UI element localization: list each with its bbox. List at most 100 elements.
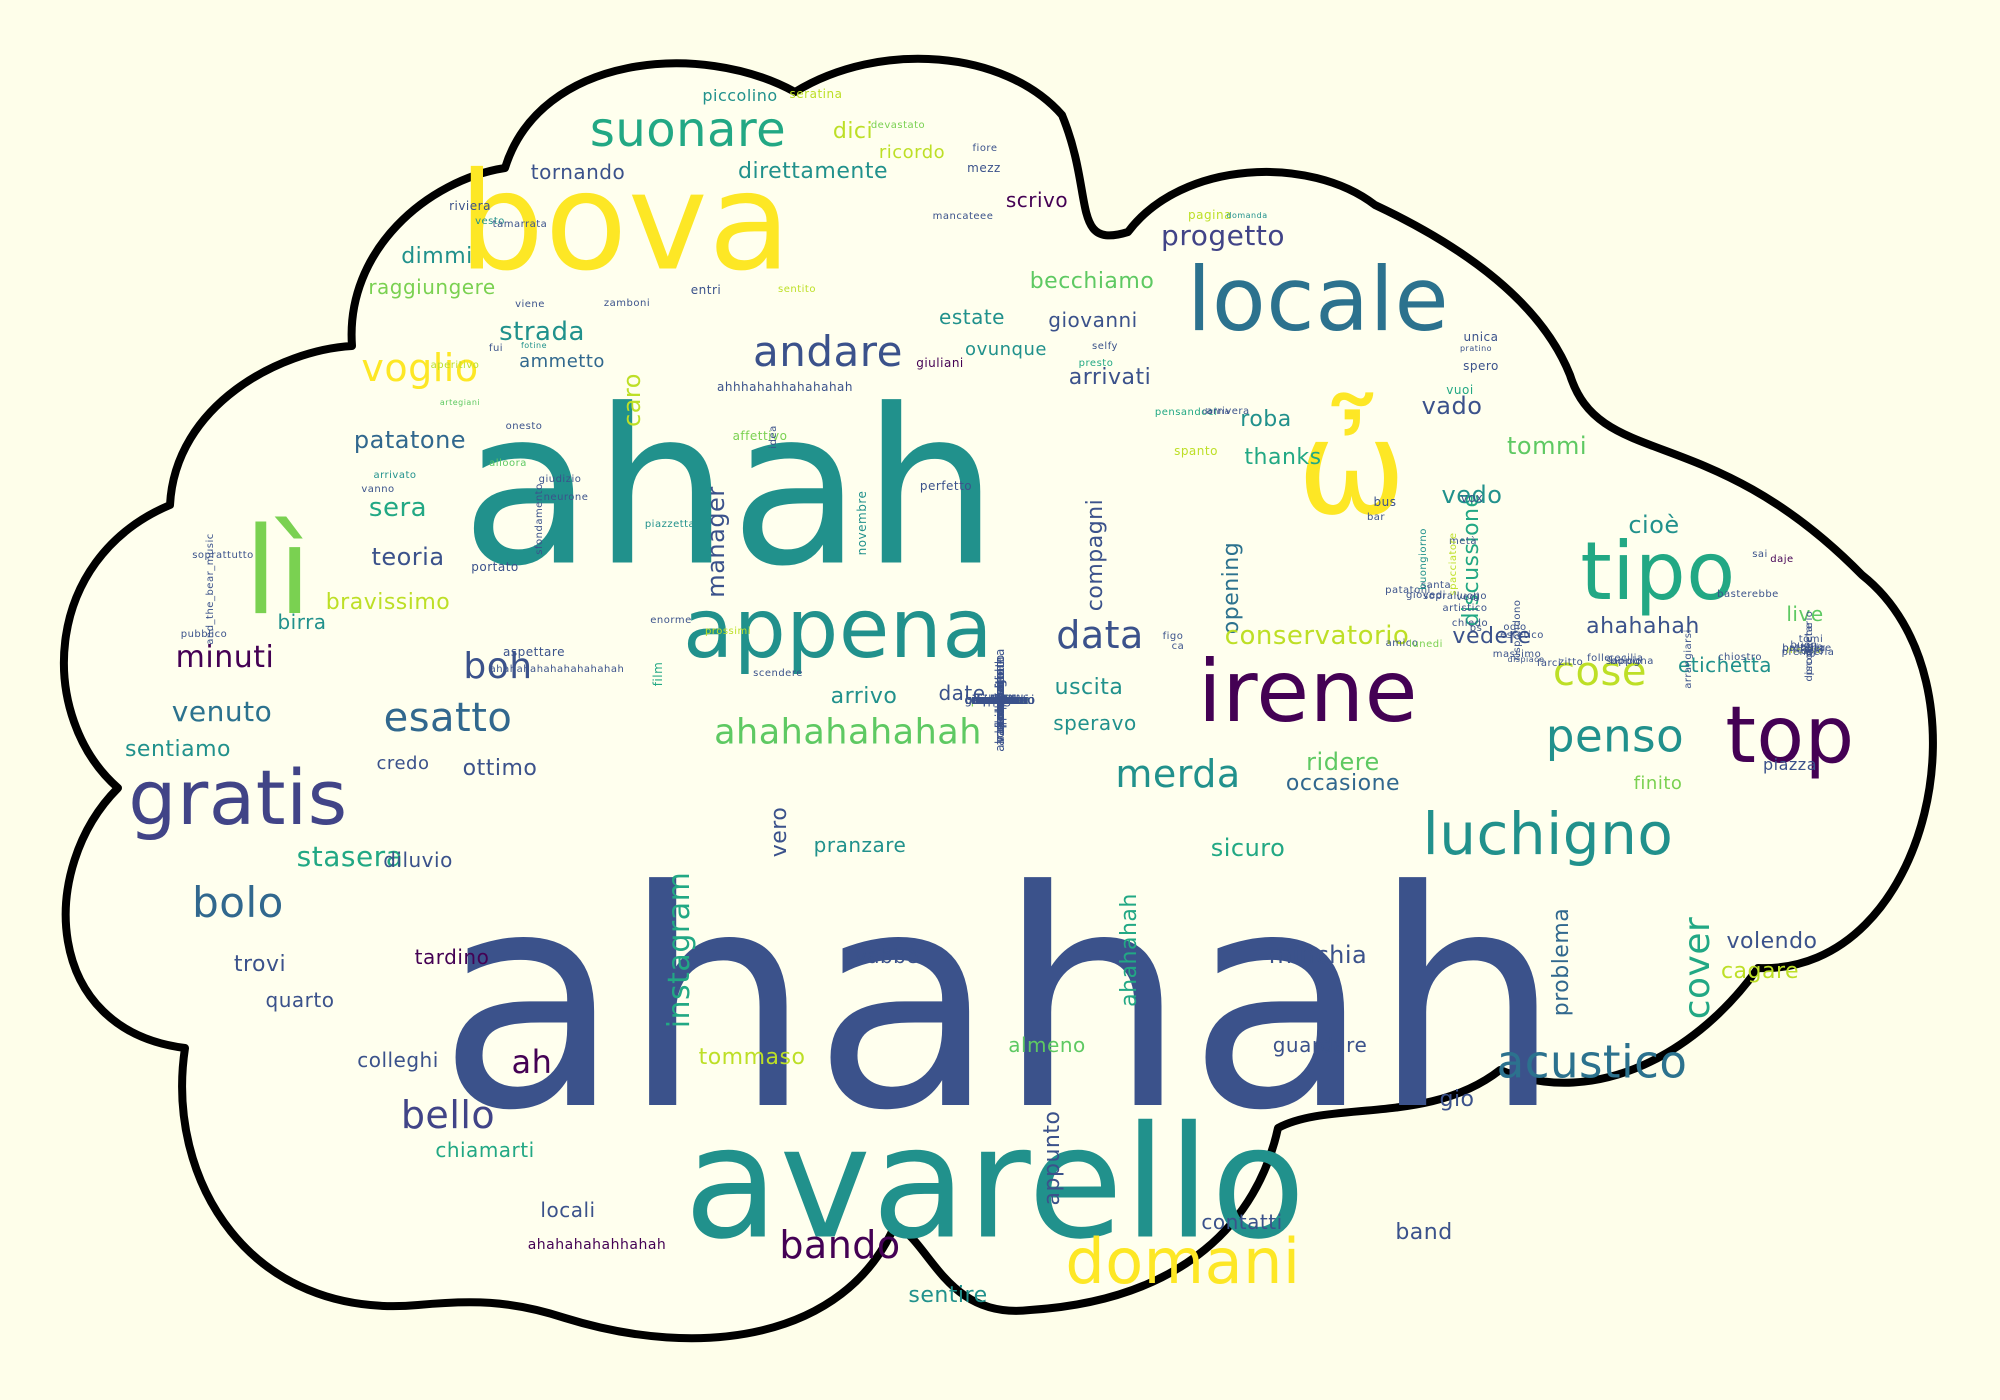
word-sappio: sappio	[1606, 656, 1642, 667]
word-venuto: venuto	[171, 695, 273, 728]
word-ahhhahahhahahahah: ahhhahahhahahahah	[716, 380, 854, 394]
word-patatone: patatone	[353, 426, 467, 454]
word-tamarrata: tamarrata	[492, 219, 548, 230]
word-prossimi: prossimi	[704, 626, 752, 637]
word-ecccoviii: ecccoviii	[971, 693, 1029, 707]
word-avarello: avarello	[683, 1092, 1307, 1274]
word-parto: parto	[982, 693, 1018, 707]
word-cecilia: cecilia	[1608, 653, 1644, 664]
word-andare: andare	[753, 327, 903, 376]
word-selfy: selfy	[1092, 341, 1118, 352]
word-pratino: pratino	[1459, 344, 1493, 353]
word-ahahahah-2: ahahahah	[1117, 893, 1142, 1007]
word-stasera: stasera	[296, 840, 404, 873]
word-date: date	[938, 681, 986, 705]
word-appunto: appunto	[1040, 1110, 1065, 1206]
word-chiamarti: chiamarti	[435, 1138, 535, 1162]
word-farci: farci	[1536, 658, 1562, 669]
word-volendo: volendo	[1726, 929, 1818, 954]
word-minuti: minuti	[175, 640, 275, 675]
word-ὦ: ὦ	[1297, 392, 1407, 544]
word-bologna: bologna	[1610, 656, 1654, 667]
word-vabbè: vabbè	[854, 944, 920, 968]
word-suonare: suonare	[589, 102, 787, 158]
word-giovanni: giovanni	[1048, 308, 1138, 332]
word-direttamente: direttamente	[738, 159, 888, 184]
word-arrangiarsi: arrangiarsi	[1683, 629, 1694, 689]
word-soprattutto: soprattutto	[192, 550, 254, 561]
word-acustico: acustico	[1496, 1035, 1688, 1089]
word-tipo: tipo	[1580, 525, 1736, 618]
word-fui: fui	[488, 343, 504, 354]
word-chiostro: chiostro	[1718, 652, 1762, 663]
word-guardare: guardare	[1272, 1033, 1368, 1057]
word-bar: bar	[1366, 512, 1386, 523]
word-minchia: minchia	[1268, 941, 1368, 969]
word-ridere: ridere	[1306, 748, 1380, 776]
word-vero: vero	[767, 806, 792, 858]
word-prossime: prossime	[970, 693, 1030, 707]
word-ahahahahahahahahahah: ahahahahahahahahahah	[489, 664, 625, 675]
word-brevissimo: brevissimo	[965, 693, 1035, 707]
word-pranzare: pranzare	[813, 833, 907, 857]
word-impianto: impianto	[971, 693, 1029, 707]
word-spero: spero	[1463, 359, 1499, 373]
word-orrendo: orrendo	[974, 693, 1026, 707]
word-bolo: bolo	[192, 878, 284, 927]
word-ahhh: ahhh	[983, 693, 1017, 707]
word-lido: lido	[988, 693, 1012, 707]
word-band: band	[1395, 1220, 1453, 1245]
word-canzone: canzone	[973, 693, 1027, 707]
word-spacciatore: spacciatore	[1448, 532, 1459, 596]
word-acoustic: acoustic	[973, 693, 1027, 707]
word-roba: roba	[1240, 407, 1292, 432]
word-ps: ps	[1469, 623, 1483, 634]
word-etichetta: etichetta	[1677, 653, 1773, 677]
word-oddio: oddio	[982, 693, 1018, 707]
word-ammetto: ammetto	[519, 351, 605, 372]
word-progetto: progetto	[1161, 219, 1285, 252]
word-finito: finito	[1633, 773, 1683, 794]
word-fiore: fiore	[972, 143, 998, 154]
word-artegiani: artegiani	[439, 398, 481, 407]
word-sentiamo: sentiamo	[124, 737, 232, 762]
word-domani: domani	[1065, 1225, 1301, 1298]
word-data: data	[1056, 613, 1144, 657]
word-tommi: tommi	[1506, 432, 1588, 460]
word-lunedi: lunedi	[1409, 639, 1443, 650]
word-film: film	[651, 661, 665, 687]
word-diluvio: diluvio	[383, 848, 453, 872]
word-ca: ca	[1171, 641, 1185, 652]
word-vedere: vedere	[1452, 624, 1532, 649]
word-unica: unica	[1463, 330, 1499, 344]
word-lì: lì	[244, 503, 312, 642]
word-idolo: idolo	[1797, 646, 1825, 657]
word-vanno: vanno	[361, 484, 395, 495]
word-massimo: massimo	[1492, 649, 1542, 660]
word-instagram: instagram	[662, 871, 697, 1029]
word-bello: bello	[400, 1093, 496, 1137]
word-thanks: thanks	[1244, 445, 1322, 470]
word-voglio: voglio	[361, 346, 479, 390]
word-vengo: vengo	[980, 693, 1020, 707]
word-prendere: prendere	[1782, 643, 1832, 654]
word-amico: amico	[1385, 638, 1419, 649]
word-cassa: cassa	[981, 693, 1019, 707]
word-tardino: tardino	[414, 945, 490, 969]
word-tornando: tornando	[530, 160, 626, 184]
word-alloora: alloora	[489, 458, 527, 469]
word-raggiungere: raggiungere	[368, 275, 496, 299]
word-sacco: sacco	[981, 693, 1019, 707]
word-giuliani: giuliani	[916, 356, 964, 370]
word-sentito: sentito	[778, 284, 816, 295]
word-scendere: scendere	[753, 668, 803, 679]
word-aula: aula	[1800, 642, 1824, 653]
word-sismino: sismino	[975, 693, 1025, 707]
word-estetico: estetico	[1500, 630, 1544, 641]
word-folle: folle	[1587, 653, 1611, 664]
word-cover: cover	[1677, 916, 1718, 1020]
word-direttore: direttore	[971, 693, 1029, 707]
word-basterebbe: basterebbe	[1717, 589, 1779, 600]
